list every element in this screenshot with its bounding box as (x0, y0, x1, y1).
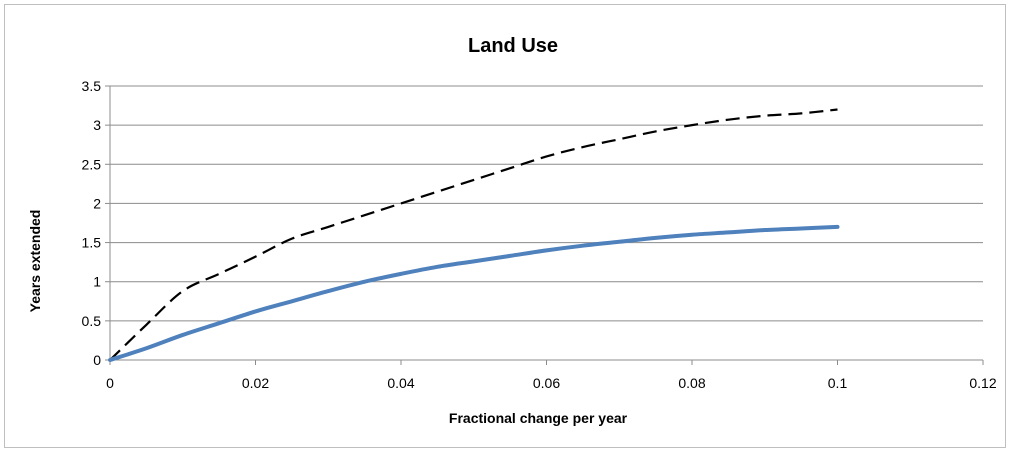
chart-title: Land Use (468, 35, 558, 57)
y-tick-label-7: 3.5 (82, 78, 102, 94)
y-tick-label-6: 3 (93, 117, 101, 133)
x-tick-label-2: 0.04 (387, 375, 414, 391)
gridlines (110, 85, 983, 322)
y-axis-title: Years extended (27, 210, 43, 313)
x-tick-label-4: 0.08 (678, 375, 705, 391)
x-tick-label-1: 0.02 (242, 375, 269, 391)
y-tick-label-2: 1 (93, 274, 101, 290)
y-tick-label-5: 2.5 (82, 156, 102, 172)
axes (105, 85, 984, 365)
series-layer (108, 108, 840, 362)
x-axis-title: Fractional change per year (449, 410, 628, 426)
x-tick-label-6: 0.12 (969, 375, 996, 391)
y-tick-label-3: 1.5 (82, 235, 102, 251)
x-tick-label-0: 0 (106, 375, 114, 391)
y-tick-label-4: 2 (93, 195, 101, 211)
dashed-series-line (109, 108, 838, 361)
x-tick-label-5: 0.1 (828, 375, 848, 391)
x-tick-labels: 0 0.02 0.04 0.06 0.08 0.1 0.12 (106, 375, 997, 391)
y-tick-label-0: 0 (93, 352, 101, 368)
y-tick-label-1: 0.5 (82, 313, 102, 329)
y-tick-labels: 0 0.5 1 1.5 2 2.5 3 3.5 (82, 78, 102, 368)
x-tick-label-3: 0.06 (533, 375, 560, 391)
solid-series-line (108, 224, 840, 362)
